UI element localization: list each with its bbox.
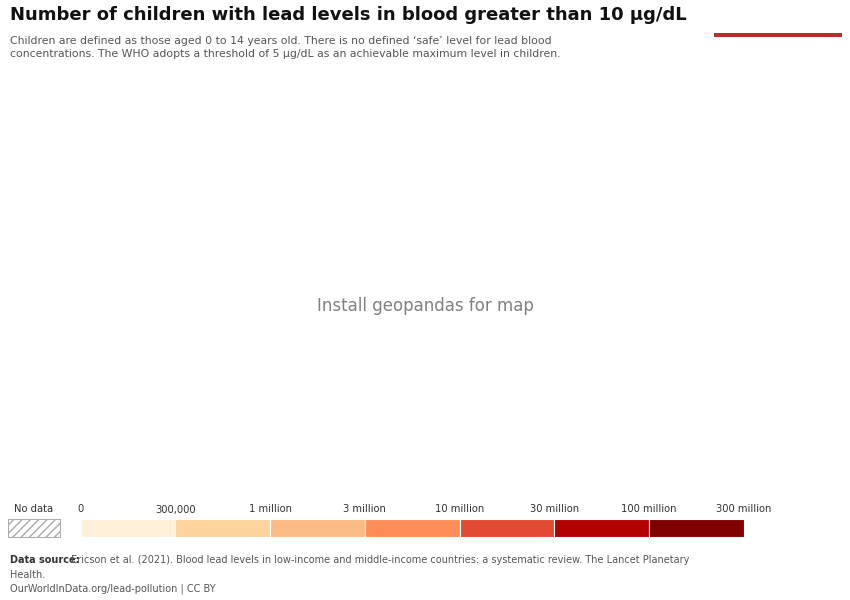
Bar bbox=[714, 32, 842, 37]
Text: 300 million: 300 million bbox=[716, 505, 772, 514]
Text: 3 million: 3 million bbox=[343, 505, 387, 514]
Text: concentrations. The WHO adopts a threshold of 5 μg/dL as an achievable maximum l: concentrations. The WHO adopts a thresho… bbox=[10, 49, 561, 59]
Text: Number of children with lead levels in blood greater than 10 μg/dL: Number of children with lead levels in b… bbox=[10, 6, 687, 24]
Text: Our World: Our World bbox=[751, 8, 805, 17]
Bar bbox=[460, 519, 554, 537]
Text: 0: 0 bbox=[77, 505, 84, 514]
Bar bbox=[365, 519, 460, 537]
Text: Install geopandas for map: Install geopandas for map bbox=[316, 297, 534, 315]
Text: OurWorldInData.org/lead-pollution | CC BY: OurWorldInData.org/lead-pollution | CC B… bbox=[10, 584, 216, 594]
Bar bbox=[270, 519, 365, 537]
Text: Ericson et al. (2021). Blood lead levels in low-income and middle-income countri: Ericson et al. (2021). Blood lead levels… bbox=[68, 555, 689, 565]
Text: Data source:: Data source: bbox=[10, 555, 80, 565]
Bar bbox=[649, 519, 744, 537]
Text: Health.: Health. bbox=[10, 570, 45, 580]
Text: Children are defined as those aged 0 to 14 years old. There is no defined ‘safe’: Children are defined as those aged 0 to … bbox=[10, 36, 552, 46]
Text: in Data: in Data bbox=[758, 18, 797, 27]
Text: 100 million: 100 million bbox=[621, 505, 677, 514]
Text: No data: No data bbox=[14, 505, 54, 514]
Text: 10 million: 10 million bbox=[435, 505, 484, 514]
Bar bbox=[81, 519, 175, 537]
Text: 30 million: 30 million bbox=[530, 505, 579, 514]
Bar bbox=[554, 519, 649, 537]
Text: 1 million: 1 million bbox=[249, 505, 292, 514]
Bar bbox=[175, 519, 270, 537]
Text: 300,000: 300,000 bbox=[156, 505, 196, 514]
